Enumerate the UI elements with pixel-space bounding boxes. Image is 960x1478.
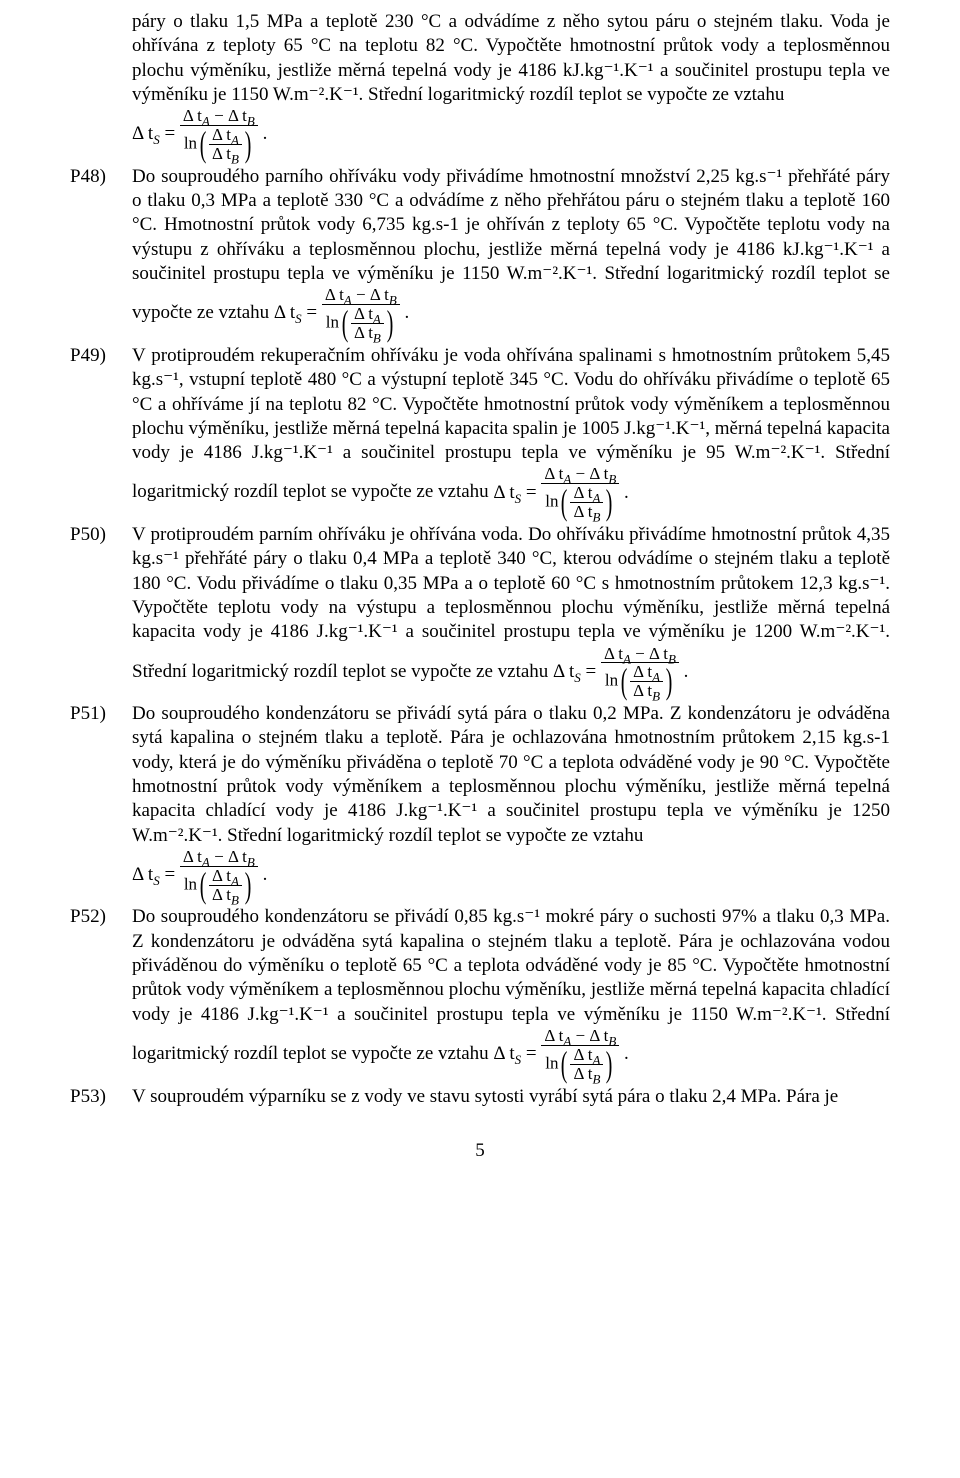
problem-label: P51) bbox=[70, 702, 132, 726]
problem-text: V souproudém výparníku se z vody ve stav… bbox=[132, 1086, 838, 1107]
page-number: 5 bbox=[70, 1139, 890, 1163]
problem-label: P50) bbox=[70, 523, 132, 547]
problem-label: P48) bbox=[70, 165, 132, 189]
problem-content: V protiproudém parním ohříváku je ohřívá… bbox=[132, 523, 890, 700]
formula-intro: Δ tS = Δ tA − Δ tB ln( Δ tA Δ tB ) . bbox=[132, 107, 267, 163]
formula-p52: Δ tS = Δ tA − Δ tB ln( Δ tA Δ tB ) . bbox=[493, 1027, 628, 1083]
problem-p52: P52) Do souproudého kondenzátoru se přiv… bbox=[70, 905, 890, 1082]
problem-content: Do souproudého kondenzátoru se přivádí s… bbox=[132, 702, 890, 903]
problem-intro: páry o tlaku 1,5 MPa a teplotě 230 °C a … bbox=[70, 10, 890, 163]
problem-p53: P53) V souproudém výparníku se z vody ve… bbox=[70, 1085, 890, 1109]
problem-p49: P49) V protiproudém rekuperačním ohřívák… bbox=[70, 344, 890, 521]
formula-p50: Δ tS = Δ tA − Δ tB ln( Δ tA Δ tB ) . bbox=[553, 645, 688, 701]
problem-text: V protiproudém parním ohříváku je ohřívá… bbox=[132, 524, 890, 682]
problem-p50: P50) V protiproudém parním ohříváku je o… bbox=[70, 523, 890, 700]
formula-p49: Δ tS = Δ tA − Δ tB ln( Δ tA Δ tB ) . bbox=[493, 465, 628, 521]
problem-p48: P48) Do souproudého parního ohříváku vod… bbox=[70, 165, 890, 342]
problem-p51: P51) Do souproudého kondenzátoru se přiv… bbox=[70, 702, 890, 903]
problem-content-intro: páry o tlaku 1,5 MPa a teplotě 230 °C a … bbox=[132, 10, 890, 163]
problem-label: P52) bbox=[70, 905, 132, 929]
problem-content: Do souproudého parního ohříváku vody při… bbox=[132, 165, 890, 342]
problem-content: Do souproudého kondenzátoru se přivádí 0… bbox=[132, 905, 890, 1082]
problem-text: Do souproudého kondenzátoru se přivádí s… bbox=[132, 703, 890, 846]
problem-content: V souproudém výparníku se z vody ve stav… bbox=[132, 1085, 890, 1109]
problem-content: V protiproudém rekuperačním ohříváku je … bbox=[132, 344, 890, 521]
problem-label: P53) bbox=[70, 1085, 132, 1109]
problem-label: P49) bbox=[70, 344, 132, 368]
formula-p48: Δ tS = Δ tA − Δ tB ln( Δ tA Δ tB ) . bbox=[274, 286, 409, 342]
formula-p51: Δ tS = Δ tA − Δ tB ln( Δ tA Δ tB ) . bbox=[132, 848, 267, 904]
intro-text: páry o tlaku 1,5 MPa a teplotě 230 °C a … bbox=[132, 11, 890, 105]
problem-text: Do souproudého parního ohříváku vody při… bbox=[132, 166, 890, 324]
